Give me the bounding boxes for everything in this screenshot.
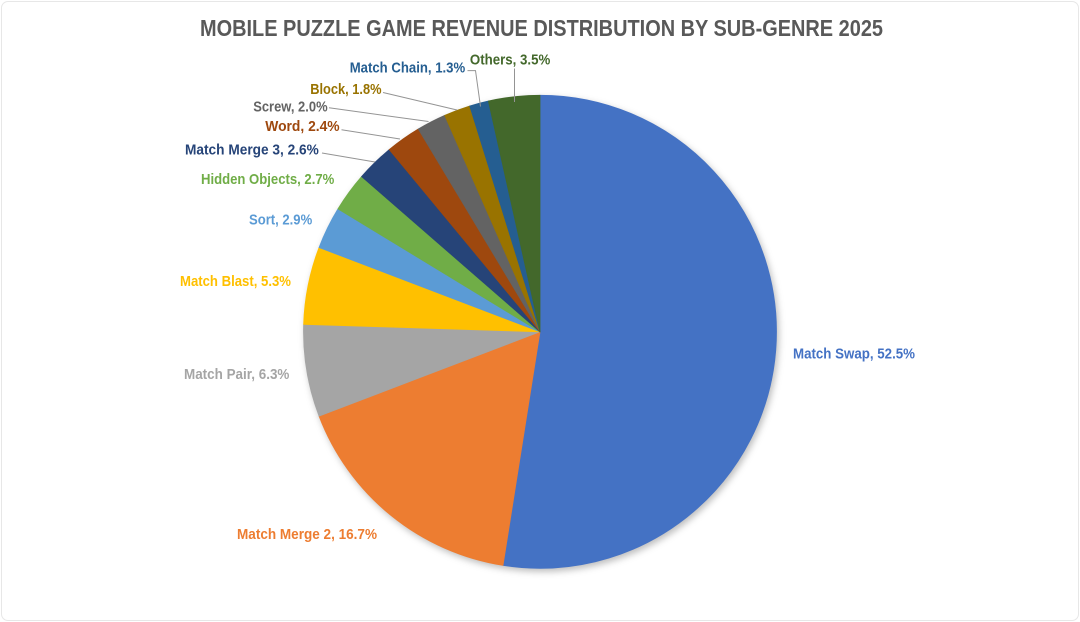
svg-text:Match Merge 2, 16.7%: Match Merge 2, 16.7% — [237, 526, 377, 543]
svg-text:MOBILE PUZZLE GAME REVENUE DIS: MOBILE PUZZLE GAME REVENUE DISTRIBUTION … — [200, 15, 883, 41]
svg-text:Match Swap, 52.5%: Match Swap, 52.5% — [793, 346, 915, 363]
svg-text:Match Blast, 5.3%: Match Blast, 5.3% — [180, 273, 291, 290]
svg-text:Others, 3.5%: Others, 3.5% — [470, 52, 550, 69]
svg-text:Match Chain, 1.3%: Match Chain, 1.3% — [350, 60, 466, 77]
svg-text:Match Merge 3, 2.6%: Match Merge 3, 2.6% — [185, 142, 319, 159]
svg-text:Sort, 2.9%: Sort, 2.9% — [249, 212, 312, 229]
svg-text:Block, 1.8%: Block, 1.8% — [310, 81, 381, 98]
svg-text:Match Pair, 6.3%: Match Pair, 6.3% — [184, 366, 289, 383]
svg-text:Screw, 2.0%: Screw, 2.0% — [253, 99, 327, 116]
svg-text:Word, 2.4%: Word, 2.4% — [265, 118, 339, 135]
svg-text:Hidden Objects, 2.7%: Hidden Objects, 2.7% — [201, 171, 334, 188]
